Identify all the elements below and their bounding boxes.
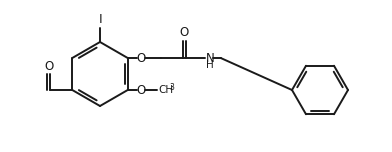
Text: I: I [99,13,103,26]
Text: O: O [180,26,189,40]
Text: O: O [136,83,145,97]
Text: O: O [136,52,145,64]
Text: 3: 3 [170,83,174,92]
Text: N: N [206,52,214,64]
Text: O: O [44,59,53,73]
Text: CH: CH [159,85,174,95]
Text: H: H [206,60,214,70]
